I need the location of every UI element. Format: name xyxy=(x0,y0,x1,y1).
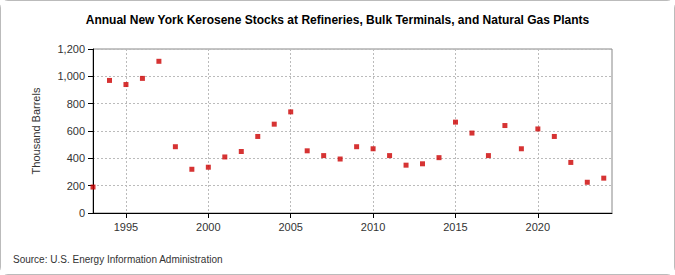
svg-text:2010: 2010 xyxy=(361,221,385,233)
svg-text:800: 800 xyxy=(67,98,85,110)
svg-text:200: 200 xyxy=(67,180,85,192)
svg-text:2020: 2020 xyxy=(526,221,550,233)
svg-text:Source: U.S. Energy Informatio: Source: U.S. Energy Information Administ… xyxy=(13,254,223,265)
svg-text:Annual New York Kerosene Stock: Annual New York Kerosene Stocks at Refin… xyxy=(86,13,590,27)
svg-text:2005: 2005 xyxy=(278,221,302,233)
svg-text:600: 600 xyxy=(67,125,85,137)
svg-text:400: 400 xyxy=(67,152,85,164)
svg-text:1,000: 1,000 xyxy=(57,70,85,82)
svg-text:2000: 2000 xyxy=(196,221,220,233)
svg-text:Thousand Barrels: Thousand Barrels xyxy=(30,87,42,174)
svg-text:1995: 1995 xyxy=(114,221,138,233)
svg-text:1,200: 1,200 xyxy=(57,43,85,55)
svg-text:0: 0 xyxy=(79,207,85,219)
svg-text:2015: 2015 xyxy=(443,221,467,233)
